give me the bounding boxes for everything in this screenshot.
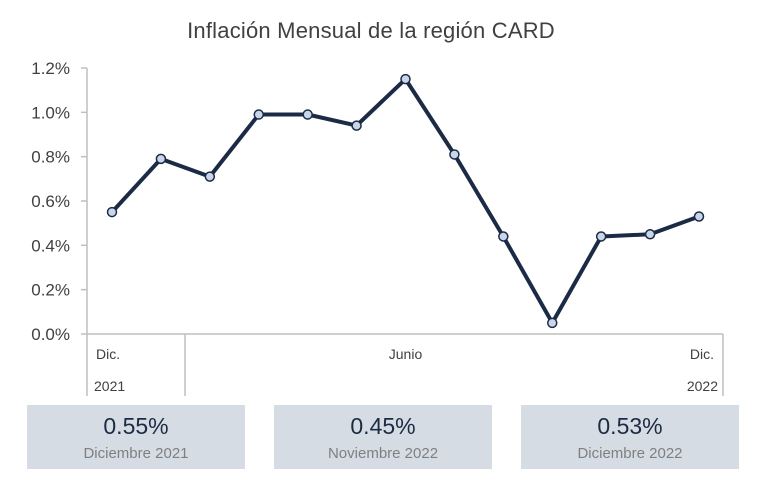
y-tick-label: 0.6% xyxy=(31,192,70,211)
data-point xyxy=(400,73,411,85)
data-point xyxy=(498,231,509,242)
data-point xyxy=(449,149,460,160)
data-point xyxy=(155,153,167,165)
x-year-label: 2021 xyxy=(94,378,125,394)
data-point xyxy=(693,211,705,222)
line-chart: 0.0% 0.2% 0.4% 0.6% 0.8% 1.0% 1.2% Dic. 2021 Jun… xyxy=(31,59,724,396)
summary-label: Noviembre 2022 xyxy=(327,445,439,462)
x-year-label: 2022 xyxy=(687,378,718,394)
summary-value: 0.45% xyxy=(350,413,416,439)
series-line xyxy=(110,77,701,325)
y-tick-label: 0.2% xyxy=(31,281,70,300)
data-point xyxy=(595,231,607,242)
x-tick-label: Dic. xyxy=(96,346,120,362)
summary-value: 0.55% xyxy=(103,413,169,439)
summary-card-2: 0.45% Noviembre 2022 xyxy=(274,405,492,469)
y-tick-labels: 0.0% 0.2% 0.4% 0.6% 0.8% 1.0% 1.2% xyxy=(31,59,70,344)
summary-value: 0.53% xyxy=(597,413,663,439)
y-tick-label: 1.0% xyxy=(31,103,70,122)
x-tick-label: Dic. xyxy=(690,346,714,362)
x-tick-label: Junio xyxy=(389,346,423,362)
summary-card-1: 0.55% Diciembre 2021 xyxy=(27,405,245,469)
data-point xyxy=(302,109,313,120)
y-tick-label: 0.8% xyxy=(31,148,70,167)
data-point xyxy=(547,317,558,329)
data-point xyxy=(106,206,118,218)
x-tick-labels: Dic. 2021 Junio Dic. 2022 xyxy=(94,346,718,394)
chart-axes xyxy=(81,67,724,396)
data-point xyxy=(351,120,362,131)
data-point xyxy=(644,229,656,240)
y-tick-label: 0.4% xyxy=(31,236,70,255)
summary-label: Diciembre 2022 xyxy=(577,445,683,462)
summary-label: Diciembre 2021 xyxy=(83,445,189,462)
chart-title: Inflación Mensual de la región CARD xyxy=(187,18,555,43)
y-tick-label: 1.2% xyxy=(31,59,70,78)
data-points xyxy=(106,73,705,329)
summary-card-3: 0.53% Diciembre 2022 xyxy=(521,405,739,469)
y-tick-label: 0.0% xyxy=(31,325,70,344)
data-point xyxy=(253,109,264,120)
data-point xyxy=(204,171,216,182)
